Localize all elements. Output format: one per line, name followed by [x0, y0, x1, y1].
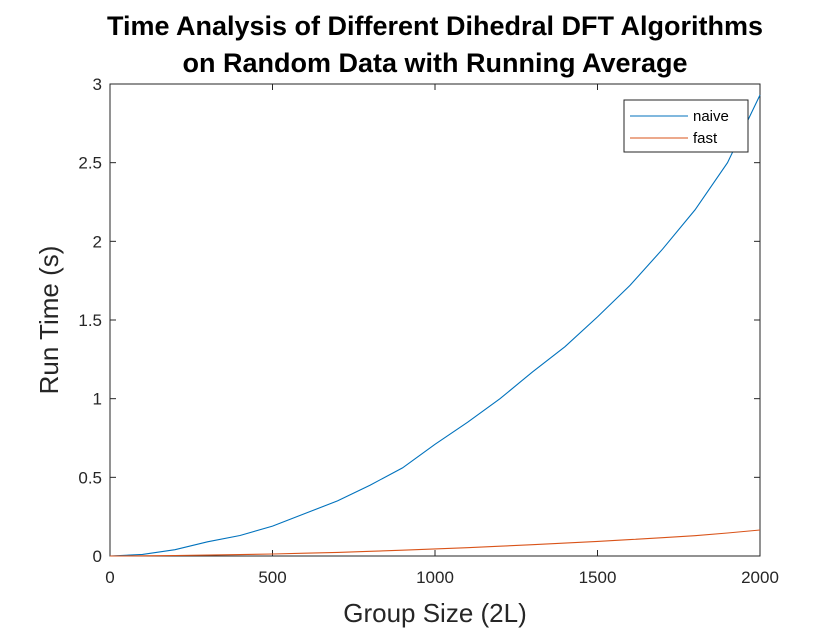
- series-line-naive: [109, 94, 761, 557]
- legend-label-fast: fast: [693, 130, 718, 147]
- x-tick-label: 2000: [741, 568, 779, 587]
- legend: naive fast: [623, 99, 749, 153]
- x-tick-label: 0: [105, 568, 114, 587]
- y-tick-label: 0: [93, 547, 102, 566]
- y-axis-label: Run Time (s): [34, 246, 64, 395]
- series-lines: [109, 94, 761, 557]
- plot-area: [109, 83, 761, 557]
- x-tick-label: 1000: [416, 568, 454, 587]
- x-tick-label: 1500: [579, 568, 617, 587]
- chart-title: Time Analysis of Different Dihedral DFT …: [107, 11, 763, 41]
- y-tick-label: 1: [93, 390, 102, 409]
- legend-label-naive: naive: [693, 108, 729, 125]
- x-tick-label: 500: [258, 568, 286, 587]
- series-line-fast: [109, 529, 761, 557]
- x-axis-label: Group Size (2L): [343, 598, 527, 628]
- legend-box: [623, 99, 749, 153]
- y-tick-label: 3: [93, 75, 102, 94]
- y-axis-ticks: 0 0.5 1 1.5 2 2.5 3: [78, 75, 760, 566]
- x-axis-ticks: 0 500 1000 1500 2000: [105, 84, 779, 587]
- y-tick-label: 1.5: [78, 311, 102, 330]
- y-tick-label: 2: [93, 232, 102, 251]
- y-tick-label: 0.5: [78, 468, 102, 487]
- chart-subtitle: on Random Data with Running Average: [182, 48, 687, 78]
- y-tick-label: 2.5: [78, 154, 102, 173]
